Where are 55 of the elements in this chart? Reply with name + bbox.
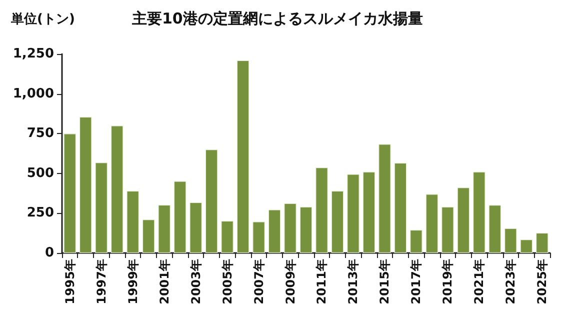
bar (504, 228, 517, 253)
bar (252, 222, 265, 253)
bar (268, 210, 281, 253)
bar (473, 172, 486, 253)
bar (126, 190, 139, 253)
bar (110, 126, 124, 253)
bar (316, 168, 328, 253)
bar (300, 206, 312, 253)
x-tick-label: 1997年 (94, 259, 108, 304)
bar (426, 194, 438, 253)
x-tick-label: 2019年 (440, 259, 455, 304)
bar (284, 203, 296, 253)
bar (205, 150, 218, 253)
x-tick-label: 2003年 (188, 259, 203, 304)
chart-title: 主要10港の定置網によるスルメイカ水揚量 (131, 10, 423, 28)
bar (79, 116, 92, 253)
x-tick-label: 2023年 (504, 259, 518, 304)
bar (174, 181, 186, 253)
bar (362, 172, 376, 253)
y-tick-label: 500 (26, 166, 54, 181)
bar (457, 188, 470, 253)
x-tick-label: 1999年 (126, 259, 140, 304)
bar (520, 239, 533, 253)
x-tick-label: 2005年 (220, 259, 234, 304)
bar (410, 230, 422, 253)
x-tick-label: 2007年 (252, 259, 266, 304)
x-tick-label: 2015年 (378, 259, 392, 304)
x-tick-label: 2011年 (314, 259, 329, 304)
x-tick-label: 2017年 (409, 259, 424, 304)
bar (221, 220, 234, 253)
x-tick-label: 2001年 (157, 259, 172, 304)
bar (64, 134, 76, 253)
bar (347, 174, 360, 253)
y-tick-label: 1,250 (12, 46, 54, 62)
bar (488, 205, 502, 253)
bar (331, 190, 344, 253)
bar (536, 232, 548, 253)
y-tick-label: 250 (26, 206, 54, 221)
bar (142, 220, 155, 253)
y-tick-label: 1,000 (12, 86, 54, 102)
y-tick-label: 0 (44, 246, 54, 260)
y-tick-label: 750 (26, 126, 54, 142)
x-tick-label: 1995年 (62, 259, 77, 304)
x-tick-label: 2013年 (346, 259, 360, 304)
bar (190, 202, 202, 253)
x-tick-label: 2009年 (283, 259, 298, 304)
bar (378, 144, 391, 253)
bar (394, 162, 407, 253)
x-tick-label: 2025年 (535, 259, 550, 304)
y-axis-title: 単位(トン) (10, 12, 75, 27)
x-tick-label: 2021年 (472, 259, 486, 304)
bar (236, 60, 250, 253)
bar (442, 206, 454, 253)
bar (158, 204, 170, 253)
bar (95, 162, 108, 253)
